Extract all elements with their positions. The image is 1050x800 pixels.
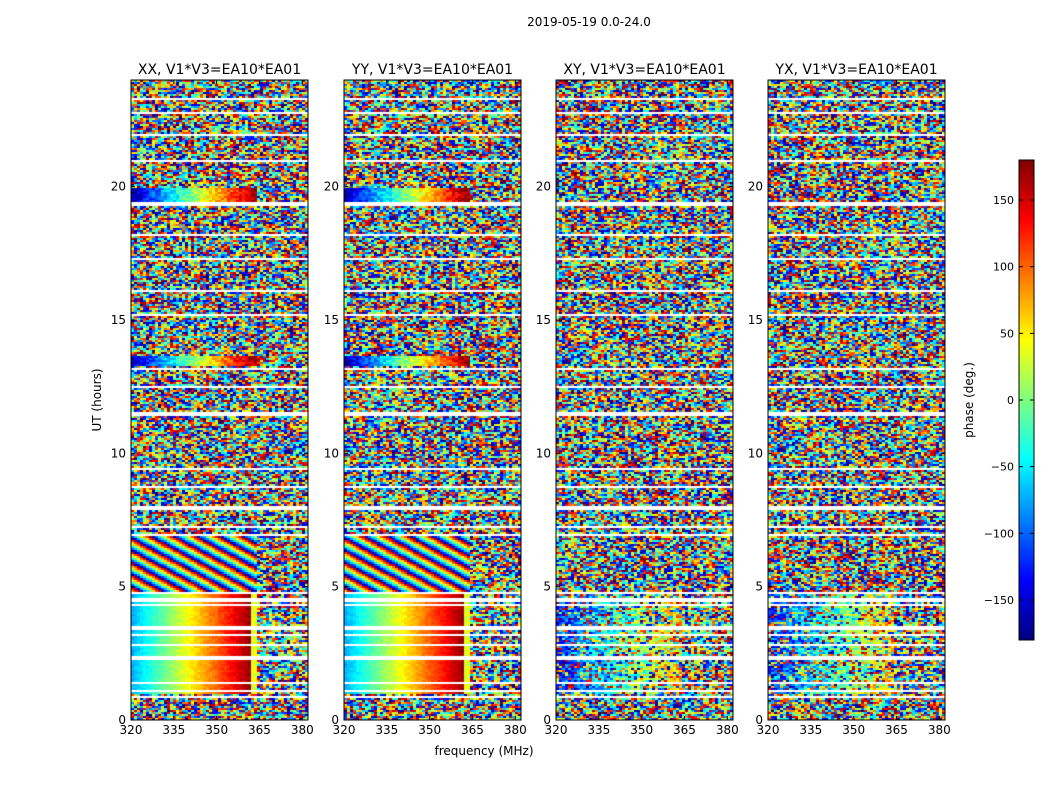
x-tick-label: 380 <box>504 723 527 737</box>
panel-frame <box>555 79 734 721</box>
x-tick-label: 350 <box>842 723 865 737</box>
heatmap-yy <box>344 80 521 720</box>
colorbar-tick-label: −100 <box>984 527 1014 540</box>
colorbar-tick-label: 100 <box>993 261 1014 274</box>
y-tick-label: 10 <box>748 446 763 460</box>
y-tick-label: 20 <box>748 180 763 194</box>
panel-xy: XY, V1*V3=EA10*EA01 320 335 350 365 380 0 5 10 15… <box>536 62 739 737</box>
y-tick-label: 0 <box>331 713 339 727</box>
x-tick-label: 320 <box>120 723 143 737</box>
x-axis-label: frequency (MHz) <box>434 744 533 758</box>
panel-frame <box>130 79 309 721</box>
x-tick-label: 335 <box>162 723 185 737</box>
y-tick-label: 0 <box>755 713 763 727</box>
panel-title: YY, V1*V3=EA10*EA01 <box>351 62 513 78</box>
y-tick-label: 10 <box>536 446 551 460</box>
y-tick-label: 15 <box>748 313 763 327</box>
heatmap-yx <box>768 80 945 720</box>
panel-frame <box>767 79 946 721</box>
panel-frame <box>343 79 522 721</box>
colorbar-tick-label: 150 <box>993 194 1014 207</box>
y-tick-label: 15 <box>111 313 126 327</box>
x-tick-label: 350 <box>205 723 228 737</box>
x-tick-label: 365 <box>248 723 271 737</box>
y-tick-label: 20 <box>536 180 551 194</box>
panel-title: XY, V1*V3=EA10*EA01 <box>563 62 725 78</box>
x-tick-label: 365 <box>673 723 696 737</box>
x-tick-label: 380 <box>716 723 739 737</box>
colorbar-tick-label: −50 <box>991 461 1014 474</box>
heatmap-xy <box>556 80 733 720</box>
y-tick-label: 5 <box>118 580 126 594</box>
y-tick-label: 15 <box>324 313 339 327</box>
y-tick-label: 20 <box>111 180 126 194</box>
colorbar-label: phase (deg.) <box>962 362 976 438</box>
suptitle: 2019-05-19 0.0-24.0 <box>527 15 651 29</box>
y-tick-label: 0 <box>118 713 126 727</box>
x-tick-label: 365 <box>885 723 908 737</box>
panel-title: YX, V1*V3=EA10*EA01 <box>774 62 937 78</box>
colorbar-tick-label: 0 <box>1007 394 1014 407</box>
x-tick-label: 380 <box>928 723 951 737</box>
colorbar-tick-label: 50 <box>1000 327 1014 340</box>
panel-yy: YY, V1*V3=EA10*EA01 320 335 350 365 380 0 5 10 15… <box>324 62 527 737</box>
x-tick-label: 380 <box>291 723 314 737</box>
x-tick-label: 350 <box>418 723 441 737</box>
x-tick-label: 350 <box>630 723 653 737</box>
y-axis-label: UT (hours) <box>90 368 104 431</box>
panel-title: XX, V1*V3=EA10*EA01 <box>138 62 301 78</box>
y-tick-label: 0 <box>543 713 551 727</box>
x-tick-label: 365 <box>461 723 484 737</box>
x-tick-label: 320 <box>757 723 780 737</box>
y-tick-label: 15 <box>536 313 551 327</box>
heatmap-xx <box>131 80 308 720</box>
y-tick-label: 20 <box>324 180 339 194</box>
y-tick-label: 10 <box>111 446 126 460</box>
colorbar-tick-label: −150 <box>984 594 1014 607</box>
x-tick-label: 320 <box>545 723 568 737</box>
y-tick-label: 10 <box>324 446 339 460</box>
y-tick-label: 5 <box>755 580 763 594</box>
y-tick-label: 5 <box>331 580 339 594</box>
x-tick-label: 335 <box>799 723 822 737</box>
panel-xx: XX, V1*V3=EA10*EA01 320 335 350 365 380 0 5 10 15… <box>111 62 314 737</box>
x-tick-label: 335 <box>375 723 398 737</box>
x-tick-label: 335 <box>587 723 610 737</box>
colorbar: 150 100 50 0 −50 −100 −150 <box>984 159 1035 641</box>
x-tick-label: 320 <box>333 723 356 737</box>
panel-yx: YX, V1*V3=EA10*EA01 320 335 350 365 380 0 5 10 15… <box>748 62 951 737</box>
y-tick-label: 5 <box>543 580 551 594</box>
